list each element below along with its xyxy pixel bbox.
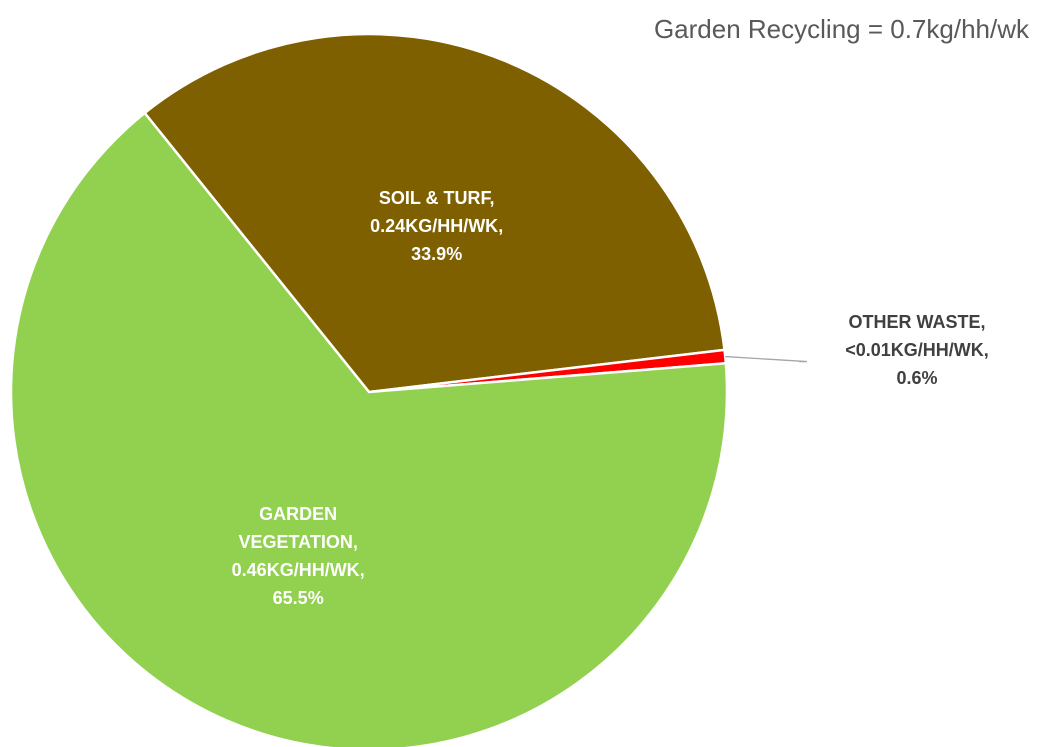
label-amount: <0.01KG/HH/WK	[845, 339, 984, 360]
label-separator: ,	[980, 311, 986, 332]
label-amount: 0.24KG/HH/WK	[370, 216, 499, 237]
pie-slice	[9, 111, 729, 747]
label-amount: 0.46KG/HH/WK	[231, 560, 360, 581]
label-separator: ,	[498, 216, 504, 237]
label-category: GARDEN VEGETATION	[238, 504, 353, 553]
label-separator: ,	[489, 188, 495, 209]
label-value: 33.9%	[411, 244, 463, 265]
label-separator: ,	[352, 532, 358, 553]
label-category: OTHER WASTE	[848, 311, 981, 332]
pie-slice	[142, 32, 726, 394]
label-category: SOIL & TURF	[378, 188, 490, 209]
label-value: 0.6%	[896, 367, 938, 388]
data-label: SOIL & TURF, 0.24KG/HH/WK, 33.9%	[352, 184, 522, 268]
data-label: OTHER WASTE, <0.01KG/HH/WK, 0.6%	[832, 308, 1002, 392]
label-separator: ,	[359, 560, 365, 581]
leader-line	[725, 355, 808, 363]
label-separator: ,	[983, 339, 989, 360]
label-value: 65.5%	[272, 588, 324, 609]
chart-title: Garden Recycling = 0.7kg/hh/wk	[653, 14, 1029, 44]
data-label: GARDEN VEGETATION, 0.46KG/HH/WK, 65.5%	[213, 500, 383, 612]
